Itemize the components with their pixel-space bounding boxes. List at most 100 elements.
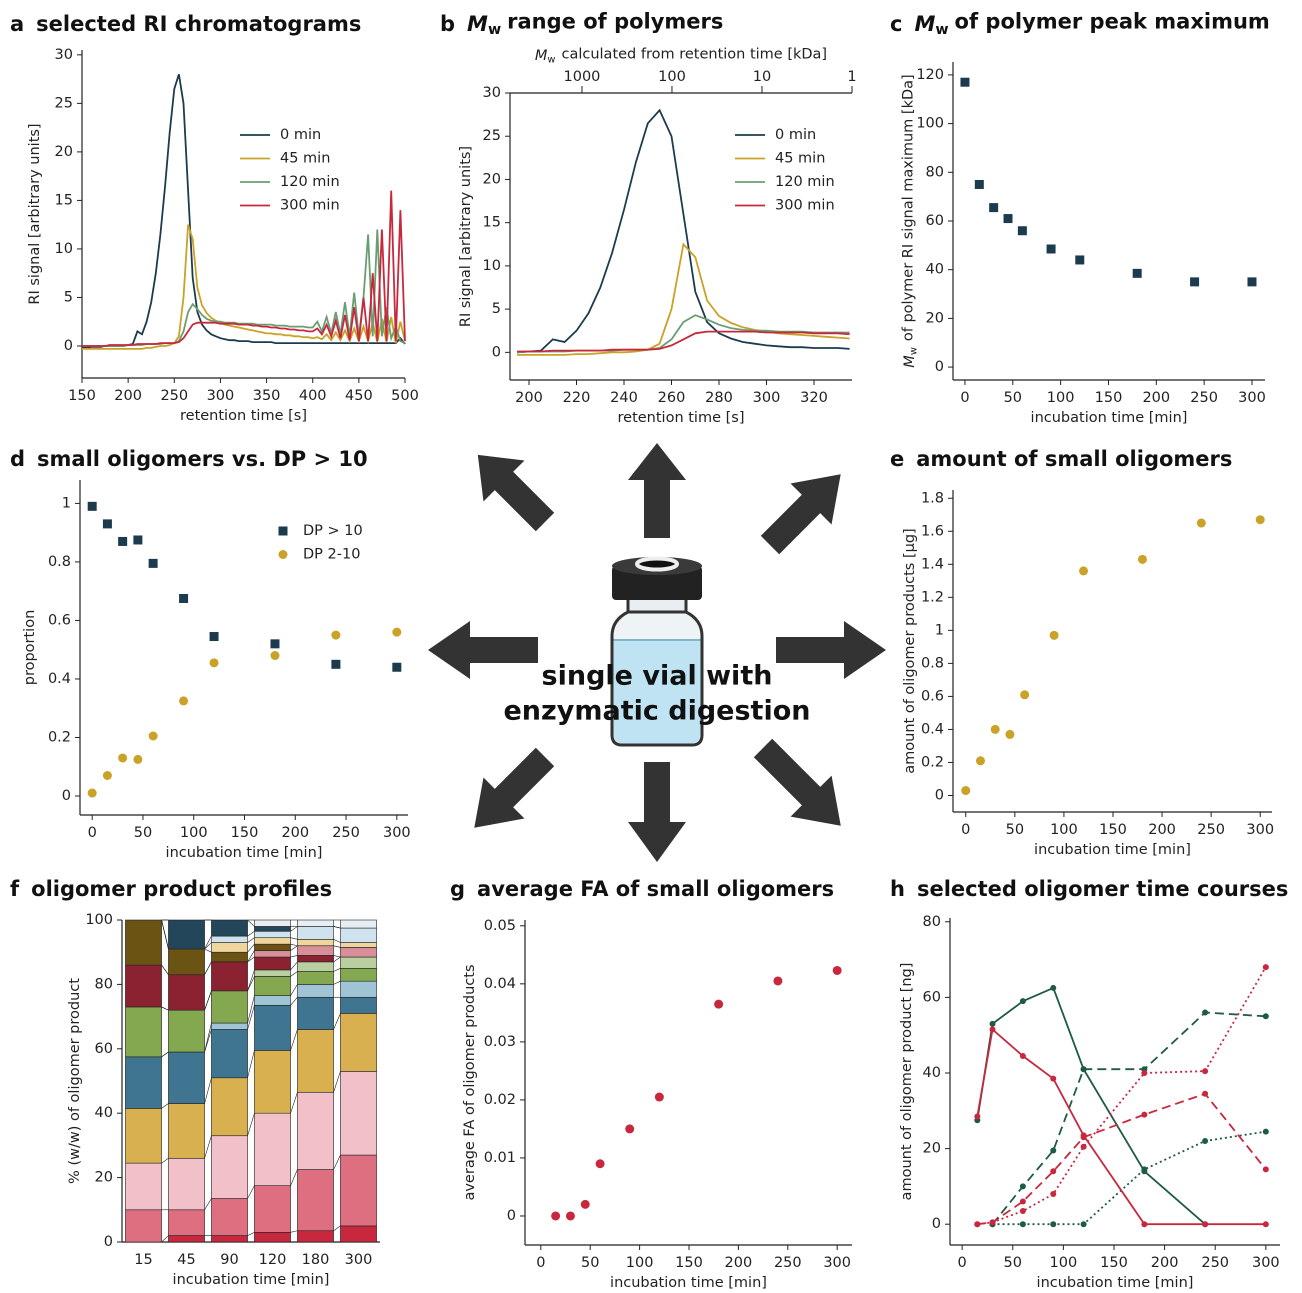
connector xyxy=(247,1232,255,1236)
bar-segment xyxy=(297,984,334,998)
panel-letter: e xyxy=(890,447,904,471)
x-axis-label: incubation time [min] xyxy=(166,845,323,861)
y-tick-label: 25 xyxy=(55,95,73,111)
connector xyxy=(247,1113,255,1136)
connector xyxy=(161,1006,169,1011)
x-axis-label-text: retention time [s] xyxy=(618,410,745,426)
panel: e amount of small oligomers 0 0.2 0.4 0.6 0.8 1… xyxy=(890,447,1274,858)
x-axis-label: retention time [s] xyxy=(618,410,745,426)
y-tick-label: 60 xyxy=(926,213,944,229)
connector xyxy=(290,926,298,932)
connector xyxy=(333,1154,341,1170)
x-axis-label: incubation time [min] xyxy=(1037,1275,1194,1291)
marker xyxy=(580,1199,590,1209)
bar-segment xyxy=(168,1209,205,1236)
arrow xyxy=(628,762,686,862)
y-tick-label: 25 xyxy=(483,128,501,144)
connector xyxy=(247,969,255,991)
x-tick-label: 50 xyxy=(1006,822,1024,838)
panel-title-subscript: w xyxy=(488,22,501,38)
y-tick-label: 40 xyxy=(926,262,944,278)
connector xyxy=(161,1235,169,1243)
x-tick-label: 150 xyxy=(1100,1255,1128,1271)
legend-label: 120 min xyxy=(280,174,340,190)
panel-title-symbol: M xyxy=(914,12,935,36)
connector xyxy=(290,1230,298,1233)
y-tick-label: 100 xyxy=(916,116,944,132)
x-tick-label: 200 xyxy=(515,390,543,406)
y-tick-label: 0.8 xyxy=(48,554,71,570)
marker xyxy=(1050,1168,1057,1175)
bar-segment xyxy=(168,1235,205,1243)
x-tick-label: 0 xyxy=(958,1255,967,1271)
marker xyxy=(1005,729,1015,739)
x-tick-label: 500 xyxy=(391,388,419,404)
panel-title: d small oligomers vs. DP > 10 xyxy=(10,447,368,471)
x-tick-label: 90 xyxy=(220,1252,238,1268)
connector xyxy=(247,950,255,963)
marker xyxy=(1019,1207,1026,1214)
x-axis-label: retention time [s] xyxy=(180,408,307,424)
arrow xyxy=(474,747,555,828)
marker xyxy=(331,659,341,669)
connector xyxy=(290,1169,298,1186)
bar-segment xyxy=(125,1006,162,1058)
connector xyxy=(247,937,255,943)
marker xyxy=(209,658,219,668)
marker xyxy=(1132,268,1142,278)
y-tick-label: 0.05 xyxy=(484,918,516,934)
marker xyxy=(118,536,128,546)
series-line xyxy=(82,74,406,349)
y-tick-label: 20 xyxy=(483,171,501,187)
center-label: enzymatic digestion xyxy=(504,696,811,727)
connector xyxy=(204,948,212,953)
y-tick-label: 80 xyxy=(95,976,113,992)
y-axis-label-text: amount of oligomer products [µg] xyxy=(902,528,918,773)
bar-segment xyxy=(254,937,291,945)
panel-letter: h xyxy=(890,877,905,901)
connector xyxy=(290,961,298,971)
marker xyxy=(714,999,724,1009)
y-axis-label: proportion xyxy=(22,610,38,686)
x-tick-label: 50 xyxy=(1004,1255,1022,1271)
panel-title-subscript: w xyxy=(935,22,948,38)
panel-title-text: amount of small oligomers xyxy=(916,447,1232,471)
x2-tick-label: 100 xyxy=(658,69,686,85)
x-tick-label: 300 xyxy=(1252,1255,1280,1271)
y-axis-label-text: % (w/w) of oligomer product xyxy=(67,978,83,1184)
vial xyxy=(610,556,704,747)
x-tick-label: 200 xyxy=(114,388,142,404)
x-axis-label: incubation time [min] xyxy=(173,1272,330,1288)
y-tick-label: 1.8 xyxy=(921,490,944,506)
panel-title-text: of polymer peak maximum xyxy=(955,10,1270,34)
connector xyxy=(247,1005,255,1030)
bar-segment xyxy=(211,1077,248,1137)
marker xyxy=(270,639,280,649)
bar-segment xyxy=(340,942,377,948)
y-tick-label: 5 xyxy=(64,289,73,305)
series-line xyxy=(977,966,1267,1226)
y-tick-label: 20 xyxy=(926,310,944,326)
marker xyxy=(975,756,985,766)
x-axis-label: incubation time [min] xyxy=(1034,842,1191,858)
bar-segment xyxy=(297,919,334,927)
y-axis-label-text: amount of oligomer product [ng] xyxy=(899,963,915,1201)
y-tick-label: 60 xyxy=(95,1041,113,1057)
x-tick-label: 100 xyxy=(626,1255,654,1271)
series-line xyxy=(977,1092,1267,1226)
x2-axis-label: Mw calculated from retention time [kDa] xyxy=(535,46,827,65)
bar-segment xyxy=(254,1050,291,1114)
x-tick-label: 200 xyxy=(1148,822,1176,838)
x2-axis-label-symbol: M xyxy=(535,48,548,64)
y-tick-label: 0.6 xyxy=(48,612,71,628)
marker xyxy=(595,1159,605,1169)
x-tick-label: 100 xyxy=(180,825,208,841)
panel-title-symbol: M xyxy=(467,12,488,36)
legend-label: 120 min xyxy=(775,174,835,190)
y-tick-label: 0 xyxy=(935,787,944,803)
x-tick-label: 260 xyxy=(658,390,686,406)
panel-title: e amount of small oligomers xyxy=(890,447,1232,471)
x-axis-label-text: incubation time [min] xyxy=(173,1272,330,1288)
marker xyxy=(1190,277,1200,287)
